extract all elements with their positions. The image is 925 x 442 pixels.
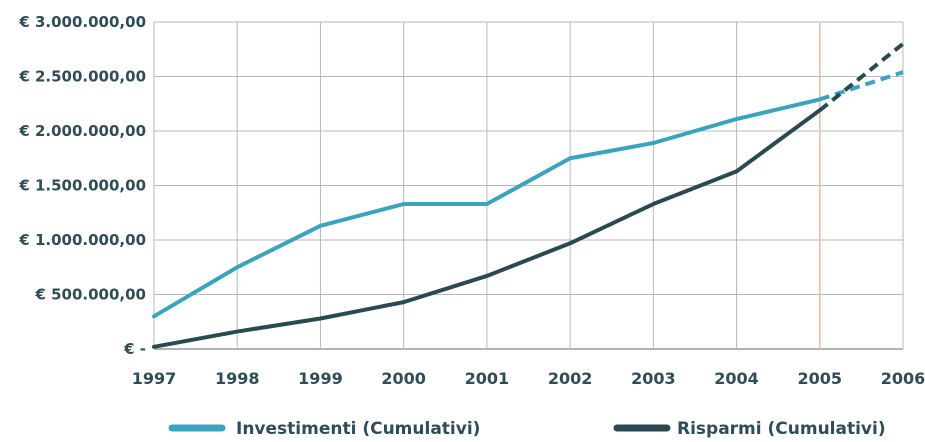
data-point xyxy=(901,70,905,74)
data-point xyxy=(818,97,822,101)
data-point xyxy=(735,117,739,121)
data-point xyxy=(651,141,655,145)
x-axis-ticks: 1997 1998 1999 2000 2001 2002 2003 2004 2005 2006 xyxy=(132,369,925,388)
x-tick-label: 2004 xyxy=(714,369,759,388)
data-point xyxy=(152,314,156,318)
x-tick-label: 2003 xyxy=(631,369,676,388)
data-point xyxy=(318,316,322,320)
data-point xyxy=(235,330,239,334)
data-point xyxy=(485,274,489,278)
x-tick-label: 2000 xyxy=(381,369,426,388)
y-tick-label: € 500.000,00 xyxy=(34,286,146,304)
grid xyxy=(153,21,904,350)
y-tick-label: € 2.500.000,00 xyxy=(18,68,146,86)
data-point xyxy=(735,169,739,173)
x-tick-label: 2006 xyxy=(881,369,925,388)
series-line-2 xyxy=(152,108,822,349)
data-point xyxy=(235,265,239,269)
data-point xyxy=(818,108,822,112)
data-point xyxy=(152,345,156,349)
x-tick-label: 2002 xyxy=(548,369,593,388)
x-tick-label: 2005 xyxy=(798,369,843,388)
x-tick-label: 1998 xyxy=(215,369,260,388)
data-point xyxy=(568,241,572,245)
y-axis-ticks: € - € 500.000,00 € 1.000.000,00 € 1.500.000… xyxy=(18,13,146,358)
data-point xyxy=(901,42,905,46)
y-tick-label: € 2.000.000,00 xyxy=(18,122,146,140)
x-tick-label: 1999 xyxy=(298,369,343,388)
legend-label: Investimenti (Cumulativi) xyxy=(236,419,480,438)
x-tick-label: 1997 xyxy=(132,369,177,388)
series-projection-2 xyxy=(818,42,905,112)
data-point xyxy=(402,300,406,304)
series-line-1 xyxy=(152,97,822,319)
legend-label: Risparmi (Cumulativi) xyxy=(677,419,886,438)
y-tick-label: € 1.500.000,00 xyxy=(18,177,146,195)
y-tick-label: € - xyxy=(123,340,146,358)
series-lines xyxy=(152,42,905,349)
data-point xyxy=(568,156,572,160)
data-point xyxy=(485,202,489,206)
x-tick-label: 2001 xyxy=(465,369,510,388)
data-point xyxy=(402,202,406,206)
data-point xyxy=(318,224,322,228)
legend: Investimenti (Cumulativi) Risparmi (Cumul… xyxy=(168,419,886,439)
series-projection-1 xyxy=(819,70,904,102)
y-tick-label: € 1.000.000,00 xyxy=(18,231,146,249)
data-point xyxy=(651,202,655,206)
y-tick-label: € 3.000.000,00 xyxy=(18,13,146,31)
